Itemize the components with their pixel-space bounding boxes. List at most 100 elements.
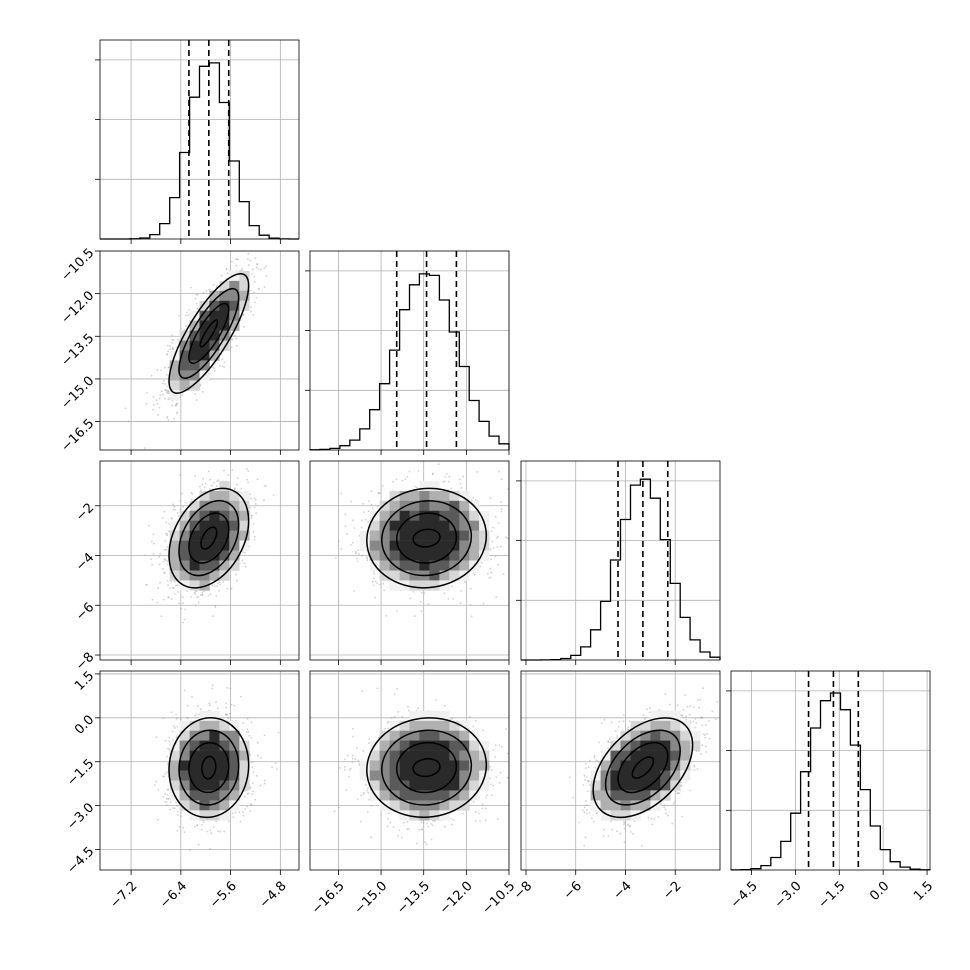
density-cell xyxy=(219,280,230,292)
scatter-point xyxy=(171,346,174,349)
scatter-point xyxy=(211,684,214,687)
scatter-point xyxy=(642,714,645,716)
scatter-point xyxy=(143,447,146,449)
density-cell xyxy=(209,330,220,341)
scatter-point xyxy=(185,716,188,719)
scatter-point xyxy=(219,365,222,367)
density-cell xyxy=(439,800,450,811)
scatter-point xyxy=(711,710,714,713)
scatter-point xyxy=(157,788,160,791)
scatter-point xyxy=(167,390,170,393)
density-cell xyxy=(459,560,470,571)
scatter-point xyxy=(265,275,268,277)
scatter-point xyxy=(644,718,646,720)
scatter-point xyxy=(172,339,175,341)
density-cell xyxy=(229,720,240,732)
density-cell xyxy=(199,710,210,722)
scatter-point xyxy=(688,713,691,716)
scatter-point xyxy=(196,293,199,296)
scatter-point xyxy=(472,572,475,574)
density-cell xyxy=(239,530,250,541)
scatter-point xyxy=(360,820,362,823)
density-cell xyxy=(409,710,420,722)
scatter-point xyxy=(463,581,466,583)
scatter-point xyxy=(242,313,245,316)
scatter-point xyxy=(190,492,193,494)
scatter-point xyxy=(351,761,354,764)
scatter-point xyxy=(225,713,228,716)
scatter-panel-3-2 xyxy=(520,670,724,871)
scatter-point xyxy=(166,755,168,758)
density-cell xyxy=(199,780,210,791)
density-cell xyxy=(479,540,490,551)
density-cell xyxy=(419,780,430,791)
scatter-point xyxy=(494,515,497,518)
hist-3-frame xyxy=(730,670,931,871)
scatter-point xyxy=(162,598,165,601)
contour-2-1-level-1 xyxy=(381,500,473,577)
density-cell xyxy=(419,580,430,591)
scatter-point xyxy=(176,810,179,813)
scatter-point xyxy=(166,763,169,765)
density-cell xyxy=(600,790,611,801)
density-cell xyxy=(640,760,651,771)
scatter-point xyxy=(257,268,260,270)
scatter-point xyxy=(360,519,363,522)
density-cell xyxy=(399,510,410,522)
scatter-point xyxy=(164,793,167,795)
scatter-point xyxy=(680,714,683,717)
density-cell xyxy=(189,760,200,771)
density-cell xyxy=(229,270,240,282)
scatter-3-0-frame xyxy=(99,670,300,871)
density-cell xyxy=(389,800,400,811)
scatter-point xyxy=(484,819,487,822)
density-cell xyxy=(429,480,440,492)
scatter-point xyxy=(658,709,660,711)
scatter-point xyxy=(684,694,687,696)
scatter-point xyxy=(722,713,724,715)
scatter-point xyxy=(470,499,473,502)
scatter-point xyxy=(408,470,411,473)
scatter-point xyxy=(175,801,177,804)
density-cell xyxy=(429,730,440,741)
scatter-point xyxy=(351,754,354,757)
density-cell xyxy=(209,760,220,771)
density-cell xyxy=(199,300,210,312)
hist-1-frame xyxy=(309,250,510,451)
contour-3-0-level-1 xyxy=(178,729,240,806)
scatter-point xyxy=(175,736,178,739)
density-cell xyxy=(469,750,480,761)
density-cell xyxy=(209,520,220,531)
scatter-point xyxy=(263,485,266,487)
density-cell xyxy=(189,750,200,761)
density-cell xyxy=(209,550,220,561)
scatter-point xyxy=(593,756,596,759)
scatter-point xyxy=(250,306,252,308)
density-cell xyxy=(389,770,400,781)
scatter-point xyxy=(363,791,365,794)
scatter-point xyxy=(452,819,455,821)
scatter-point xyxy=(444,475,447,478)
scatter-point xyxy=(174,404,177,407)
scatter-point xyxy=(415,842,418,845)
density-cell xyxy=(419,530,430,541)
density-cell xyxy=(179,550,190,561)
density-cell xyxy=(610,770,621,781)
x-axis-3: −4.5 −3.0 −1.5 0.0 1.5 xyxy=(728,870,936,912)
scatter-point xyxy=(183,831,186,834)
density-cell xyxy=(219,760,230,771)
scatter-2-0-density xyxy=(169,480,250,591)
scatter-point xyxy=(351,757,354,760)
density-cell xyxy=(469,780,480,791)
scatter-point xyxy=(169,587,172,589)
scatter-point xyxy=(227,474,230,476)
density-cell xyxy=(610,810,621,821)
density-cell xyxy=(229,520,240,531)
scatter-point xyxy=(354,758,357,761)
scatter-point xyxy=(263,782,266,785)
scatter-point xyxy=(171,598,173,600)
scatter-point xyxy=(179,474,182,476)
scatter-point xyxy=(492,784,495,787)
scatter-point xyxy=(215,701,217,703)
scatter-point xyxy=(417,707,419,710)
